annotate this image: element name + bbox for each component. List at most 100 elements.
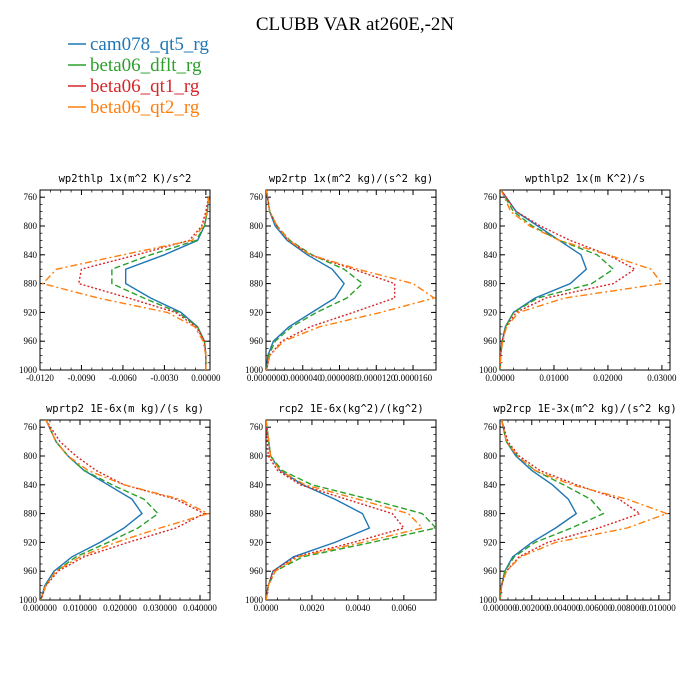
axis-box-3 xyxy=(39,419,211,601)
y-tick-label: 800 xyxy=(250,221,264,231)
series-line-beta06_dflt_rg xyxy=(500,190,615,370)
x-tick-label: 0.002000 xyxy=(515,603,549,613)
x-tick-label: 0.020000 xyxy=(103,603,137,613)
x-tick-label: -0.0060 xyxy=(109,373,137,383)
series-line-cam078_qt5_rg xyxy=(266,190,345,370)
y-tick-label: 760 xyxy=(250,422,264,432)
x-tick-label: -0.0090 xyxy=(68,373,96,383)
x-tick-label: 0.004000 xyxy=(547,603,581,613)
y-tick-label: 1000 xyxy=(19,595,38,605)
y-tick-label: 1000 xyxy=(245,365,264,375)
x-tick-label: 0.0000160 xyxy=(394,373,433,383)
y-tick-label: 880 xyxy=(250,279,264,289)
x-tick-label: 0.000000 xyxy=(483,603,517,613)
x-tick-label: 0.0000000 xyxy=(247,373,286,383)
legend-label-1: beta06_dflt_rg xyxy=(90,55,202,76)
x-tick-label: 0.03000 xyxy=(647,373,677,383)
y-tick-label: 880 xyxy=(484,509,498,519)
x-tick-label: 0.010000 xyxy=(642,603,676,613)
legend-label-3: beta06_qt2_rg xyxy=(90,97,200,118)
x-tick-label: 0.01000 xyxy=(539,373,569,383)
series-line-beta06_dflt_rg xyxy=(266,420,436,600)
y-tick-label: 1000 xyxy=(479,595,498,605)
series-line-cam078_qt5_rg xyxy=(124,197,210,370)
y-tick-label: 920 xyxy=(250,307,264,317)
legend: cam078_qt5_rgbeta06_dflt_rgbeta06_qt1_rg… xyxy=(68,34,209,118)
y-tick-label: 840 xyxy=(250,250,264,260)
y-tick-label: 920 xyxy=(484,537,498,547)
y-tick-label: 960 xyxy=(250,336,264,346)
y-tick-label: 800 xyxy=(24,221,38,231)
panel-5: wp2rcp 1E-3x(m^2 kg)/(s^2 kg) 760 800 840 88… xyxy=(479,403,677,613)
y-tick-label: 840 xyxy=(24,480,38,490)
x-tick-label: 0.00000 xyxy=(191,373,221,383)
y-tick-label: 800 xyxy=(484,451,498,461)
axis-box-4 xyxy=(265,419,437,601)
x-tick-label: 0.000000 xyxy=(23,603,57,613)
series-line-beta06_dflt_rg xyxy=(266,190,364,370)
y-tick-label: 880 xyxy=(484,279,498,289)
x-tick-label: 0.0000 xyxy=(254,603,279,613)
y-tick-label: 800 xyxy=(484,221,498,231)
series-line-beta06_qt2_rg xyxy=(266,190,436,370)
series-line-cam078_qt5_rg xyxy=(40,420,143,600)
x-tick-label: 0.02000 xyxy=(593,373,623,383)
y-tick-label: 760 xyxy=(484,192,498,202)
legend-label-2: beta06_qt1_rg xyxy=(90,76,200,97)
panel-0: wp2thlp 1x(m^2 K)/s^2 760 800 840 880 920 960 1… xyxy=(19,173,221,383)
y-tick-label: 960 xyxy=(24,566,38,576)
x-tick-label: 0.0060 xyxy=(391,603,416,613)
x-tick-label: 0.0000120 xyxy=(357,373,396,383)
y-tick-label: 920 xyxy=(250,537,264,547)
y-tick-label: 960 xyxy=(250,566,264,576)
axis-box-5 xyxy=(499,419,671,601)
y-tick-label: 960 xyxy=(484,566,498,576)
series-line-beta06_qt2_rg xyxy=(500,190,664,370)
x-tick-label: 0.030000 xyxy=(143,603,177,613)
panel-title-3: wprtp2 1E-6x(m kg)/(s kg) xyxy=(46,403,204,415)
y-tick-label: 960 xyxy=(24,336,38,346)
y-tick-label: 760 xyxy=(484,422,498,432)
panel-title-0: wp2thlp 1x(m^2 K)/s^2 xyxy=(59,173,192,185)
x-tick-label: 0.010000 xyxy=(63,603,97,613)
panel-3: wprtp2 1E-6x(m kg)/(s kg) 760 800 840 880 920… xyxy=(19,403,217,613)
x-tick-label: -0.0120 xyxy=(26,373,54,383)
panel-1: wp2rtp 1x(m^2 kg)/(s^2 kg) 760 800 840 880 92… xyxy=(245,173,437,383)
x-tick-label: 0.0040 xyxy=(346,603,371,613)
y-tick-label: 840 xyxy=(484,480,498,490)
series-line-beta06_qt1_rg xyxy=(40,420,206,600)
y-tick-label: 920 xyxy=(24,307,38,317)
series-line-beta06_dflt_rg xyxy=(40,420,160,600)
series-line-beta06_qt1_rg xyxy=(500,420,642,600)
legend-label-0: cam078_qt5_rg xyxy=(90,34,209,55)
panels: wp2thlp 1x(m^2 K)/s^2 760 800 840 880 920 960 1… xyxy=(19,173,677,613)
series-line-cam078_qt5_rg xyxy=(500,190,588,370)
panel-title-1: wp2rtp 1x(m^2 kg)/(s^2 kg) xyxy=(269,173,433,185)
series-line-beta06_qt1_rg xyxy=(266,420,406,600)
y-tick-label: 1000 xyxy=(19,365,38,375)
y-tick-label: 880 xyxy=(24,509,38,519)
panel-title-2: wpthlp2 1x(m K^2)/s xyxy=(525,173,645,185)
y-tick-label: 1000 xyxy=(245,595,264,605)
series-line-beta06_qt2_rg xyxy=(41,197,210,370)
panel-title-4: rcp2 1E-6x(kg^2)/(kg^2) xyxy=(278,403,423,415)
y-tick-label: 880 xyxy=(250,509,264,519)
y-tick-label: 920 xyxy=(24,537,38,547)
y-tick-label: 920 xyxy=(484,307,498,317)
x-tick-label: 0.006000 xyxy=(578,603,612,613)
series-line-beta06_qt2_rg xyxy=(40,420,210,600)
series-line-cam078_qt5_rg xyxy=(266,420,371,600)
y-tick-label: 1000 xyxy=(479,365,498,375)
y-tick-label: 840 xyxy=(484,250,498,260)
y-tick-label: 880 xyxy=(24,279,38,289)
axis-box-2 xyxy=(499,189,671,371)
y-tick-label: 760 xyxy=(24,192,38,202)
axis-box-0 xyxy=(39,189,211,371)
axis-box-1 xyxy=(265,189,437,371)
series-line-beta06_qt1_rg xyxy=(77,197,210,370)
x-tick-label: -0.0030 xyxy=(151,373,179,383)
y-tick-label: 800 xyxy=(250,451,264,461)
series-line-beta06_qt1_rg xyxy=(266,190,396,370)
panel-4: rcp2 1E-6x(kg^2)/(kg^2) 760 800 840 880 920 96… xyxy=(245,403,437,613)
